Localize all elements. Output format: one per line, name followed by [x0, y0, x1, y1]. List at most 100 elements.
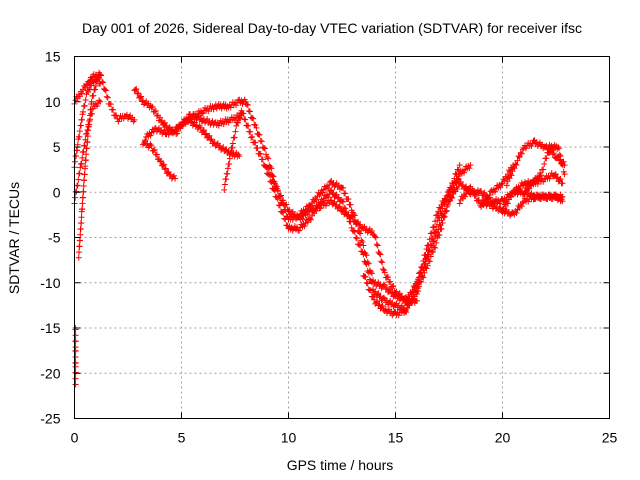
- data-point-marker: [234, 119, 241, 126]
- data-point-marker: [233, 102, 240, 109]
- x-tick-label: 25: [602, 430, 618, 446]
- data-point-marker: [497, 184, 504, 191]
- data-point-marker: [442, 208, 449, 215]
- data-point-marker: [428, 230, 435, 237]
- data-point-marker: [529, 140, 536, 147]
- data-point-marker: [377, 251, 384, 258]
- data-point-marker: [131, 116, 138, 123]
- data-point-marker: [198, 110, 205, 117]
- data-point-marker: [245, 107, 252, 114]
- data-point-marker: [427, 242, 434, 249]
- data-point-marker: [267, 171, 274, 178]
- data-point-marker: [246, 108, 253, 115]
- data-point-marker: [559, 162, 566, 169]
- data-point-marker: [363, 279, 370, 286]
- data-point-marker: [72, 158, 79, 165]
- x-tick-label: 10: [281, 430, 297, 446]
- y-tick-label: 5: [53, 139, 61, 155]
- data-point-marker: [527, 182, 534, 189]
- data-point-marker: [304, 219, 311, 226]
- data-point-marker: [518, 150, 525, 157]
- data-point-marker: [405, 302, 412, 309]
- data-point-marker: [82, 96, 89, 103]
- data-point-marker: [340, 184, 347, 191]
- data-point-marker: [407, 298, 414, 305]
- y-tick-label: -5: [48, 230, 61, 246]
- data-point-marker: [148, 142, 155, 149]
- data-point-marker: [77, 231, 84, 238]
- data-point-marker: [289, 216, 296, 223]
- data-point-marker: [340, 198, 347, 205]
- data-point-marker: [434, 212, 441, 219]
- data-point-marker: [77, 122, 84, 129]
- data-point-marker: [256, 131, 263, 138]
- data-point-marker: [325, 185, 332, 192]
- data-point-marker: [224, 170, 231, 177]
- data-point-marker: [92, 82, 99, 89]
- data-point-marker: [283, 201, 290, 208]
- data-point-marker: [516, 154, 523, 161]
- data-point-marker: [410, 288, 417, 295]
- data-point-marker: [498, 181, 505, 188]
- data-point-marker: [72, 353, 79, 360]
- data-point-marker: [101, 86, 108, 93]
- data-point-marker: [265, 164, 272, 171]
- data-point-marker: [374, 242, 381, 249]
- y-tick-label: 10: [45, 94, 61, 110]
- data-point-marker: [80, 148, 87, 155]
- data-point-marker: [368, 270, 375, 277]
- data-point-marker: [429, 249, 436, 256]
- data-point-marker: [467, 162, 474, 169]
- y-tick-label: -25: [40, 411, 60, 427]
- data-point-marker: [231, 134, 238, 141]
- data-point-marker: [472, 192, 479, 199]
- data-point-marker: [265, 155, 272, 162]
- data-point-marker: [85, 123, 92, 130]
- data-point-marker: [401, 309, 408, 316]
- data-point-marker: [110, 106, 117, 113]
- data-point-marker: [376, 250, 383, 257]
- data-point-marker: [272, 184, 279, 191]
- data-point-marker: [245, 122, 252, 129]
- data-point-marker: [84, 138, 91, 145]
- data-point-marker: [470, 187, 477, 194]
- data-point-marker: [77, 225, 84, 232]
- data-point-marker: [559, 198, 566, 205]
- data-point-marker: [504, 200, 511, 207]
- data-point-marker: [81, 102, 88, 109]
- data-point-marker: [147, 132, 154, 139]
- data-point-marker: [361, 273, 368, 280]
- data-point-marker: [438, 225, 445, 232]
- data-point-marker: [557, 176, 564, 183]
- data-point-marker: [77, 237, 84, 244]
- data-point-marker: [270, 178, 277, 185]
- data-point-marker: [550, 150, 557, 157]
- data-point-marker: [142, 137, 149, 144]
- data-point-marker: [550, 191, 557, 198]
- data-point-marker: [538, 172, 545, 179]
- data-point-marker: [264, 154, 271, 161]
- data-point-marker: [379, 259, 386, 266]
- data-point-marker: [519, 146, 526, 153]
- data-point-marker: [199, 109, 206, 116]
- data-point-marker: [93, 103, 100, 110]
- data-point-marker: [135, 90, 142, 97]
- data-point-marker: [252, 122, 259, 129]
- data-point-marker: [555, 145, 562, 152]
- data-point-marker: [76, 249, 83, 256]
- data-point-marker: [348, 213, 355, 220]
- data-point-marker: [342, 190, 349, 197]
- data-point-marker: [152, 107, 159, 114]
- data-point-marker: [520, 191, 527, 198]
- data-point-marker: [359, 238, 366, 245]
- data-point-marker: [88, 98, 95, 105]
- data-point-marker: [492, 188, 499, 195]
- data-point-marker: [138, 93, 145, 100]
- data-point-marker: [273, 185, 280, 192]
- data-point-marker: [207, 137, 214, 144]
- data-point-marker: [159, 162, 166, 169]
- data-point-marker: [454, 185, 461, 192]
- data-point-marker: [210, 106, 217, 113]
- data-point-marker: [311, 207, 318, 214]
